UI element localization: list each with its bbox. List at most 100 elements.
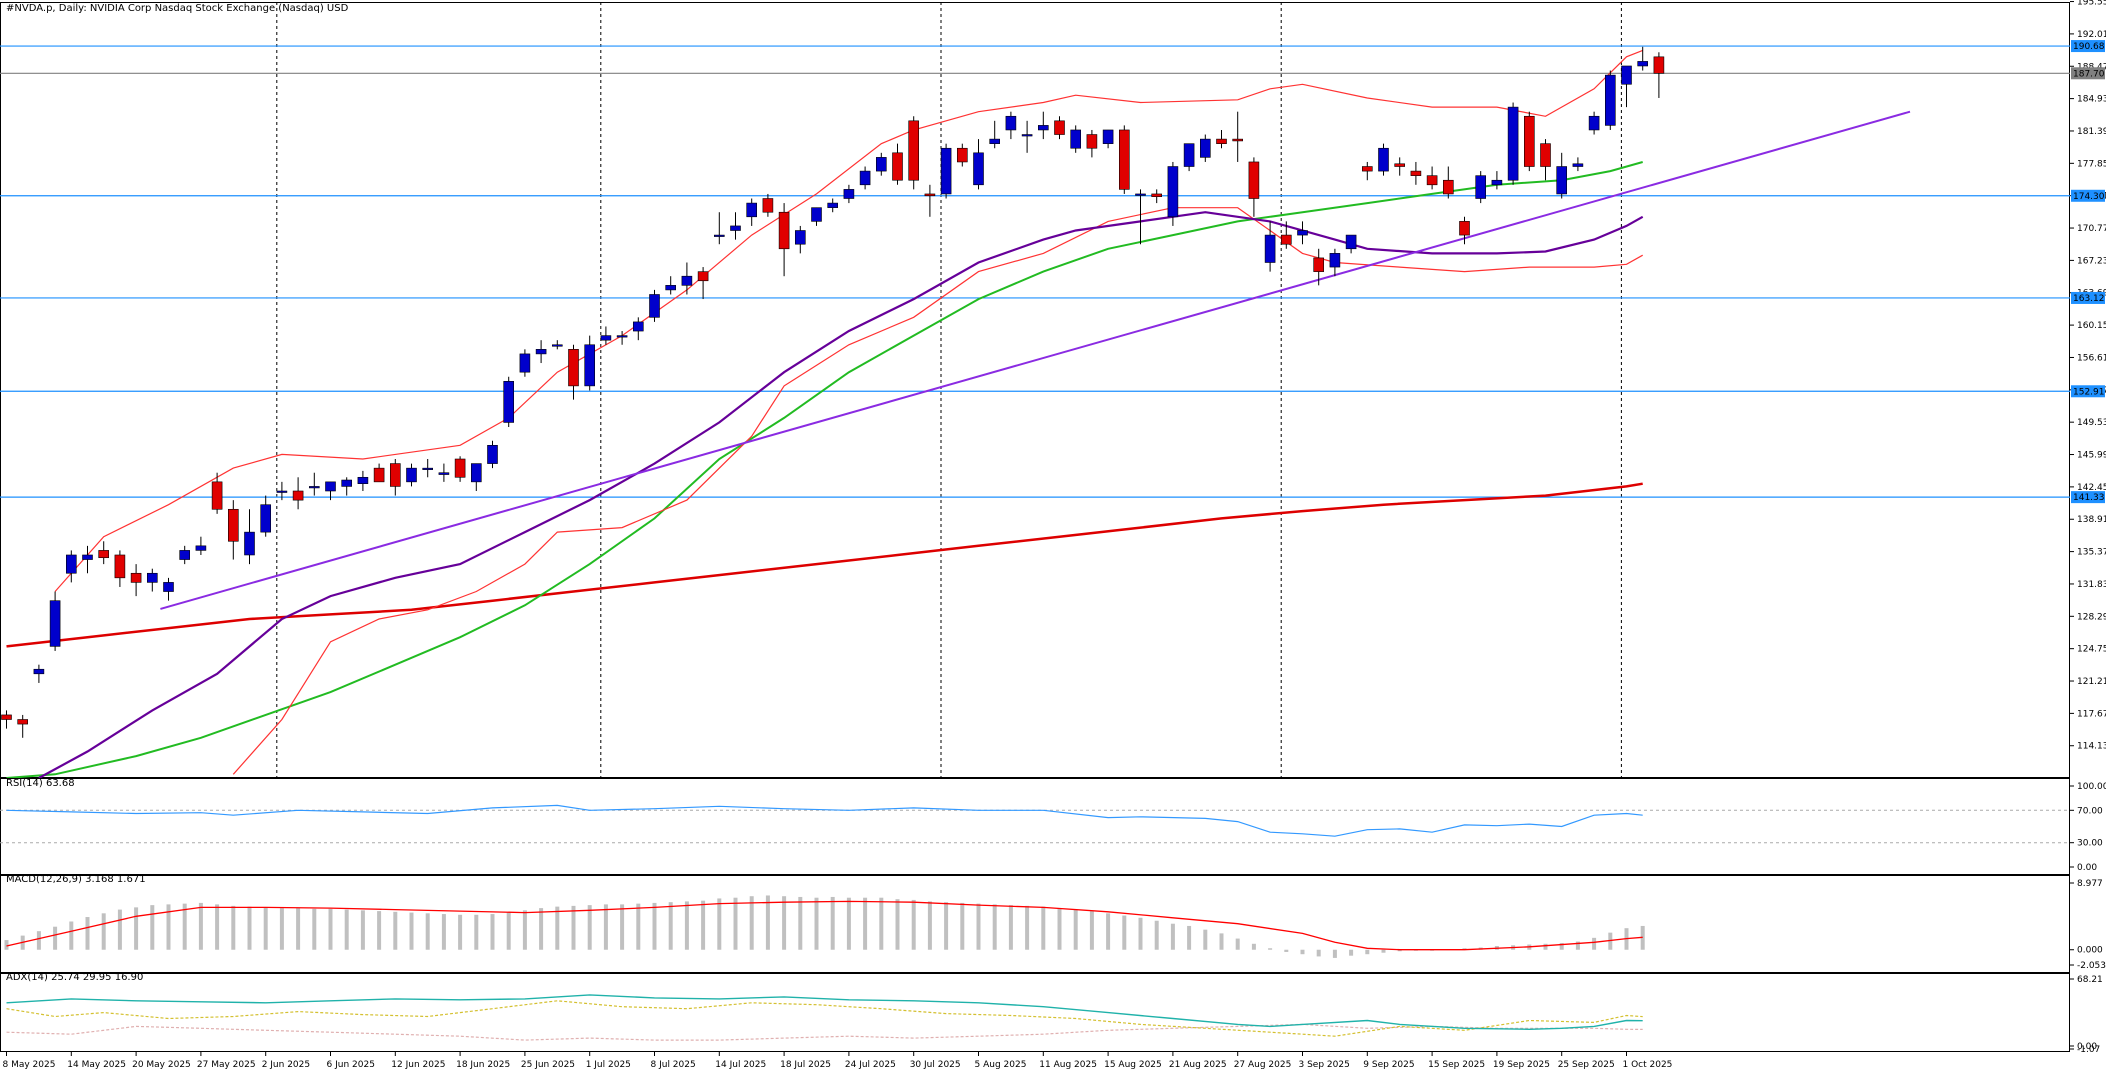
candle-body	[697, 271, 709, 282]
macd-histogram-bar	[312, 908, 317, 950]
y-tick-label: 138.91	[2077, 515, 2106, 525]
macd-histogram-bar	[1073, 909, 1078, 950]
candle-body	[1378, 147, 1389, 172]
date-tick-label: 6 Jun 2025	[327, 1060, 375, 1070]
y-tick-label: 149.53	[2077, 418, 2106, 428]
candle-body	[17, 719, 29, 725]
candle-body	[179, 550, 190, 560]
bollinger-lower-line	[232, 207, 1643, 775]
date-tick-label: 9 Sep 2025	[1363, 1060, 1414, 1070]
y-tick-label: 114.13	[2077, 742, 2106, 752]
macd-histogram-bar	[733, 897, 738, 950]
candle-body	[1621, 65, 1632, 85]
macd-histogram-bar	[1349, 949, 1354, 956]
candle-body	[811, 207, 822, 222]
candle-body	[276, 490, 288, 493]
macd-histogram-bar	[895, 899, 900, 950]
candle-body	[325, 481, 336, 492]
price-level-tag	[2071, 291, 2105, 304]
macd-histogram-bar	[198, 902, 203, 950]
macd-histogram-bar	[798, 896, 803, 950]
date-tick-label: 18 Jul 2025	[780, 1060, 831, 1070]
macd-histogram-bar	[765, 895, 770, 950]
candle-body	[1216, 138, 1227, 144]
adx-label: ADX(14) 25.74 29.95 16.90	[6, 972, 143, 983]
candle-body	[1038, 125, 1049, 131]
candle-body	[389, 463, 401, 487]
date-tick-label: 25 Sep 2025	[1558, 1060, 1615, 1070]
candle-body	[454, 458, 466, 478]
rsi-pane[interactable]: 100.00 70.00 30.00 0.00	[0, 778, 2106, 875]
candle-body	[1345, 234, 1357, 250]
macd-pane[interactable]: 8.977 0.000 -2.053	[0, 875, 2106, 973]
price-level-tag	[2071, 67, 2105, 80]
adx-main-line	[6, 994, 1643, 1031]
y-tick-label: 135.37	[2077, 548, 2106, 558]
candle-body	[778, 211, 790, 250]
macd-histogram-bar	[1543, 943, 1548, 950]
candle-body	[908, 120, 920, 181]
date-tick-label: 19 Sep 2025	[1493, 1060, 1550, 1070]
macd-tick-label: 8.977	[2077, 879, 2103, 889]
macd-histogram-bar	[1608, 932, 1613, 950]
rsi-pane-frame	[0, 778, 2070, 875]
macd-histogram-bar	[182, 903, 187, 950]
macd-histogram-bar	[587, 905, 592, 950]
candle-body	[470, 463, 482, 483]
candle-body	[1459, 221, 1470, 236]
y-tick-label: 170.77	[2077, 224, 2106, 234]
main-price-pane[interactable]: 195.55 192.01 188.47 184.93 181.39 177.85 174.…	[0, 0, 2106, 1010]
macd-histogram-bar	[652, 902, 657, 950]
candle-body	[1588, 115, 1600, 131]
candle-body	[584, 344, 596, 387]
date-tick-label: 8 Jul 2025	[651, 1060, 696, 1070]
candle-body	[1572, 163, 1584, 167]
date-tick-label: 24 Jul 2025	[845, 1060, 896, 1070]
macd-histogram-bar	[1041, 906, 1046, 950]
ma200-line	[6, 482, 1643, 648]
macd-histogram-bar	[814, 897, 819, 950]
candle-body	[1070, 129, 1081, 149]
macd-histogram-bar	[846, 897, 851, 950]
date-tick-label: 15 Aug 2025	[1104, 1060, 1162, 1070]
macd-histogram-bar	[344, 909, 349, 950]
candle-body	[568, 349, 579, 387]
macd-histogram-bar	[296, 908, 301, 950]
price-level-tag	[2071, 40, 2105, 53]
macd-histogram-bar	[1025, 905, 1030, 950]
candle-body	[746, 202, 758, 218]
candle-body	[195, 545, 207, 551]
candle-body	[1394, 163, 1405, 167]
macd-histogram-bar	[425, 913, 430, 950]
candle-body	[1151, 193, 1162, 197]
macd-histogram-bar	[215, 904, 220, 950]
macd-histogram-bar	[717, 898, 722, 950]
macd-pane-frame	[0, 875, 2070, 973]
candle-body	[616, 335, 628, 338]
macd-histogram-bar	[1122, 915, 1127, 950]
macd-histogram-bar	[1106, 913, 1111, 950]
trendline	[160, 110, 1911, 610]
candle-body	[535, 349, 547, 355]
candle-body	[551, 344, 563, 347]
candle-body	[1605, 74, 1616, 126]
candle-body	[794, 230, 806, 245]
adx-pane[interactable]: 68.21 0.00-1.07	[0, 973, 2103, 1056]
candle-body	[33, 668, 45, 675]
price-level-label: 187.70	[2073, 69, 2105, 79]
price-level-tag	[2071, 189, 2105, 202]
macd-histogram-bar	[992, 904, 997, 950]
chart-title: #NVDA.p, Daily: NVIDIA Corp Nasdaq Stock…	[6, 3, 349, 14]
candle-body	[1297, 230, 1308, 236]
candle-body	[1507, 106, 1519, 181]
candle-body	[244, 531, 255, 556]
macd-histogram-bar	[409, 912, 414, 950]
macd-histogram-bar	[1397, 949, 1402, 952]
candle-body	[519, 353, 531, 373]
date-tick-label: 1 Jul 2025	[586, 1060, 631, 1070]
macd-signal-line	[6, 900, 1643, 951]
macd-histogram-bar	[1462, 948, 1467, 950]
date-tick-label: 21 Aug 2025	[1169, 1060, 1227, 1070]
candle-body	[341, 479, 353, 487]
